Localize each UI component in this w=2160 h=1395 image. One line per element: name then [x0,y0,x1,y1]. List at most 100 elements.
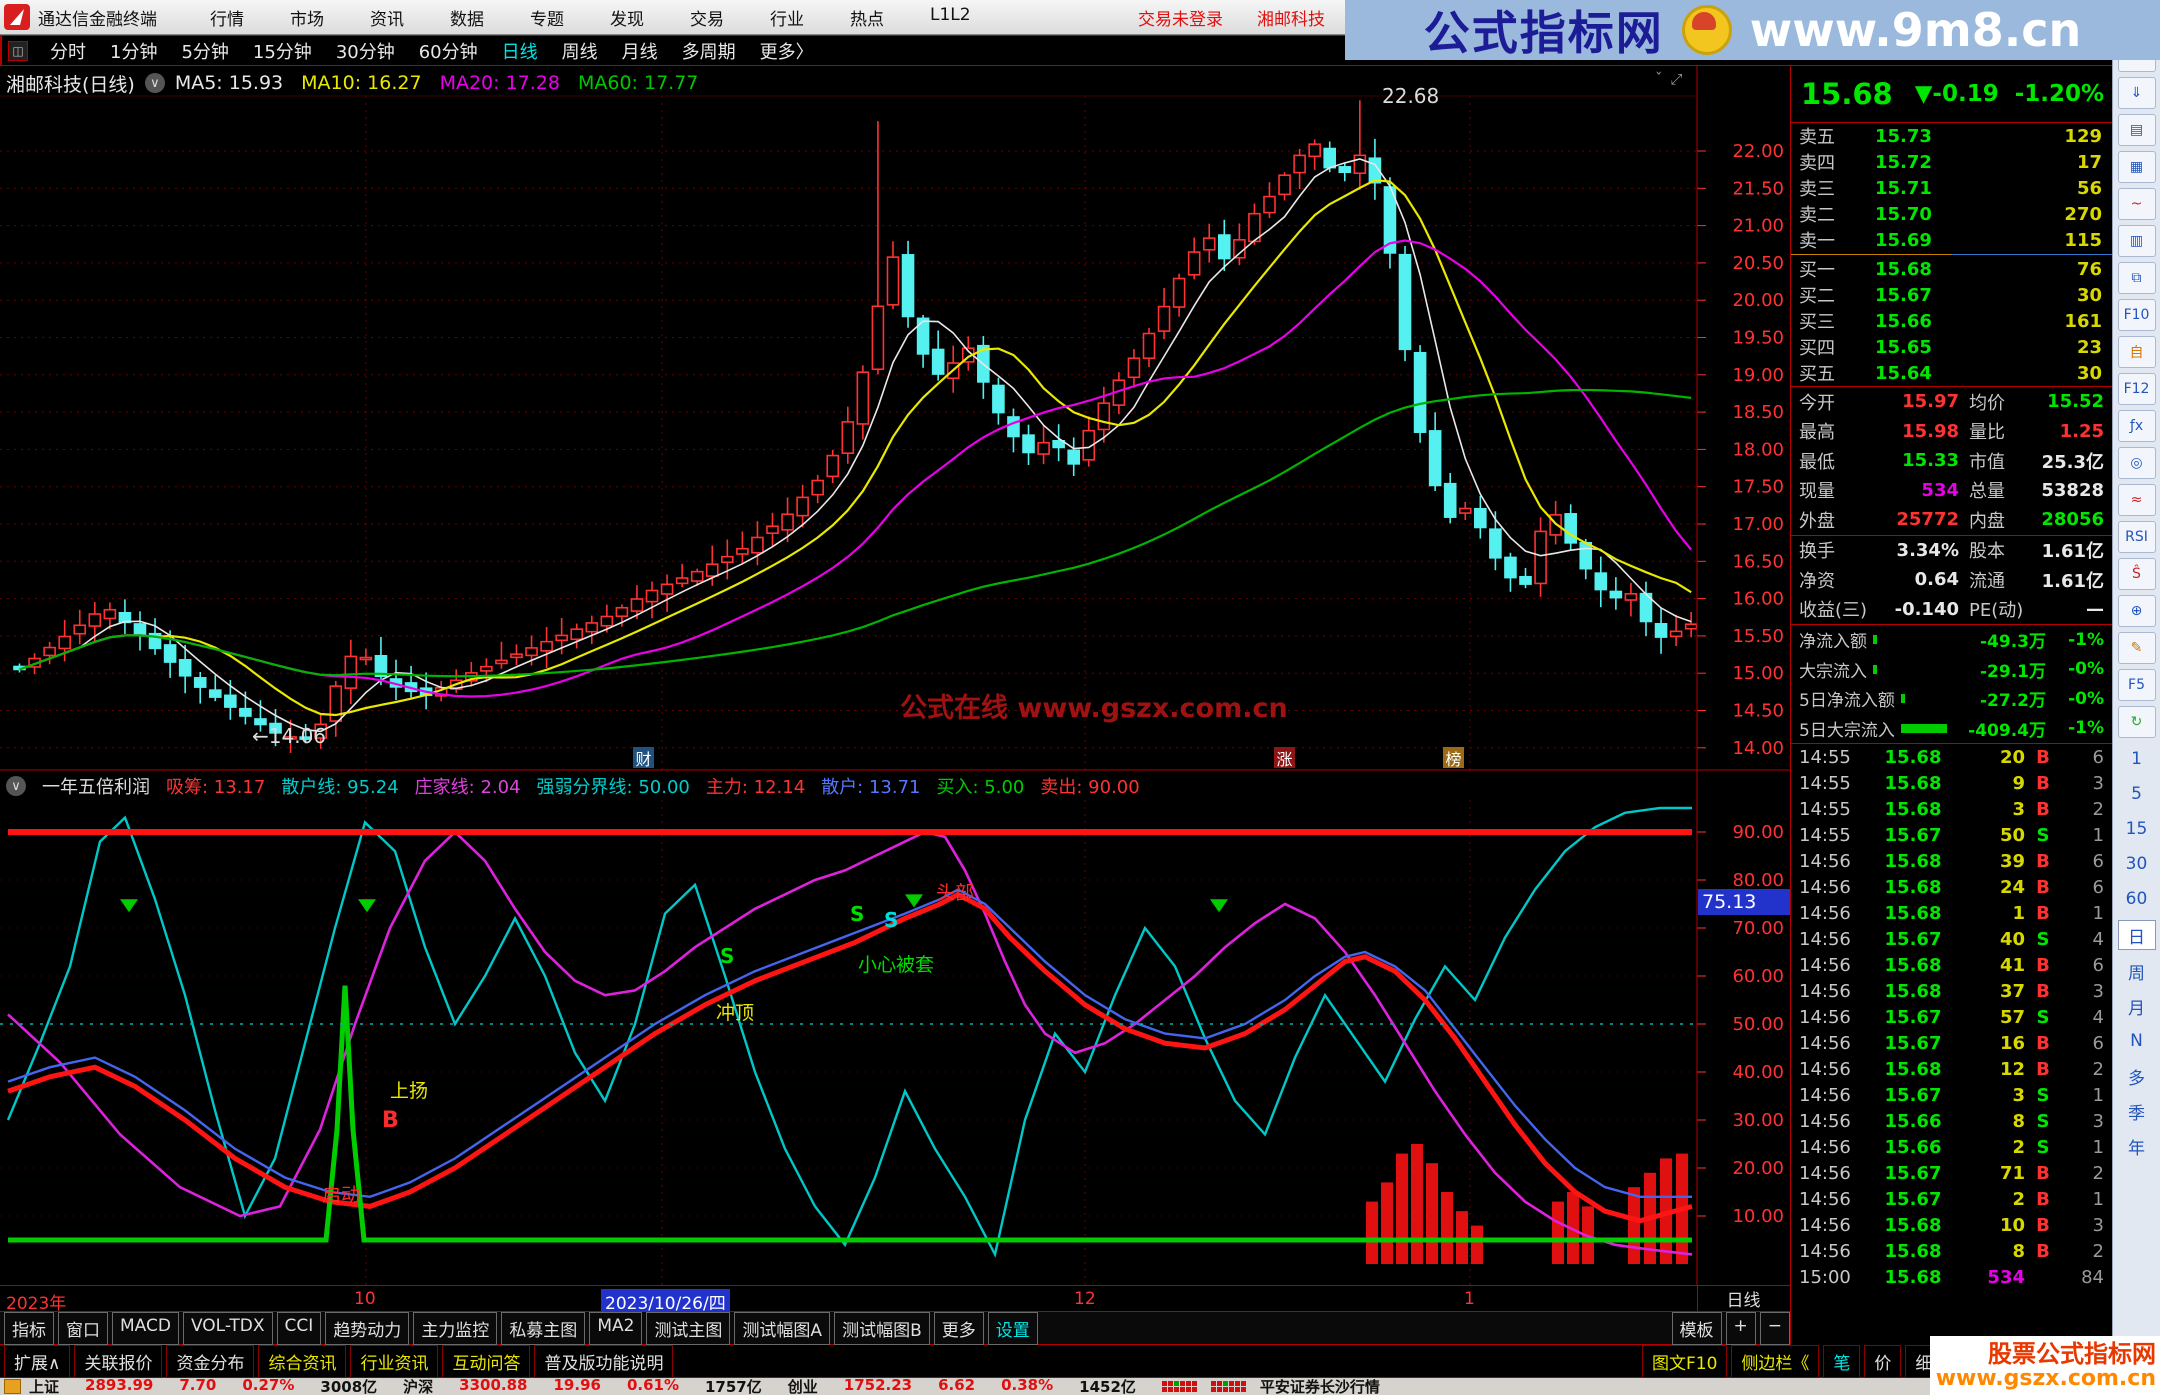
custom-stock-icon[interactable]: 自 [2117,336,2156,368]
bid-row[interactable]: 买一 15.68 76 [1799,258,2102,282]
bottom-价[interactable]: 价 [1864,1344,1902,1378]
bottom-行业资讯[interactable]: 行业资讯 [350,1344,439,1378]
period-日线[interactable]: 日线 [501,41,538,63]
side-period-月[interactable]: 月 [2128,998,2145,1019]
tab-测试幅图B[interactable]: 测试幅图B [834,1311,930,1345]
bottom-关联报价[interactable]: 关联报价 [74,1344,163,1378]
f12-trade-icon[interactable]: F12 [2117,373,2156,405]
menu-item-交易[interactable]: 交易 [690,9,724,30]
menu-item-数据[interactable]: 数据 [450,9,484,30]
period-月线[interactable]: 月线 [621,41,658,63]
tab-MA2[interactable]: MA2 [589,1311,643,1345]
period-15分钟[interactable]: 15分钟 [252,41,312,63]
collapse-chevron-icon[interactable]: ∨ [144,73,165,93]
bottom-扩展∧[interactable]: 扩展∧ [4,1344,71,1378]
wave-icon[interactable]: ≈ [2117,484,2156,516]
tab-VOL-TDX[interactable]: VOL-TDX [182,1311,273,1345]
side-period-日[interactable]: 日 [2117,920,2156,950]
ask-row[interactable]: 卖一 15.69 115 [1799,229,2102,253]
bottom-综合资讯[interactable]: 综合资讯 [258,1344,347,1378]
tab-CCI[interactable]: CCI [276,1311,322,1345]
side-period-1[interactable]: 1 [2131,749,2142,769]
tab-窗口[interactable]: 窗口 [58,1311,108,1345]
side-period-30[interactable]: 30 [2125,854,2148,874]
draw-line-icon[interactable]: ✎ [2117,632,2156,664]
tab-−[interactable]: − [1759,1311,1790,1345]
tab-测试主图[interactable]: 测试主图 [646,1311,731,1345]
period-5分钟[interactable]: 5分钟 [181,41,229,63]
badge-涨[interactable]: 涨 [1274,747,1295,769]
f5-refresh-icon[interactable]: F5 [2117,669,2156,701]
f10-icon[interactable]: F10 [2117,299,2156,331]
period-30分钟[interactable]: 30分钟 [335,41,395,63]
trend-line-icon[interactable]: ~ [2117,188,2156,220]
menu-item-L1L2[interactable]: L1L2 [930,4,971,25]
side-period-季[interactable]: 季 [2128,1103,2145,1124]
side-period-多[interactable]: 多 [2128,1068,2145,1089]
chart-canvas[interactable]: 14.00 14.50 15.00 15.50 16.00 16.50 17.00 17.50… [0,66,1790,1312]
tab-主力监控[interactable]: 主力监控 [413,1311,498,1345]
tab-MACD[interactable]: MACD [112,1311,179,1345]
side-period-N[interactable]: N [2130,1031,2143,1051]
ask-row[interactable]: 卖二 15.70 270 [1799,203,2102,227]
tab-设置[interactable]: 设置 [987,1311,1038,1345]
side-period-周[interactable]: 周 [2128,963,2145,984]
pane-control-icons[interactable]: ˇ ⤢ [1655,70,1683,88]
ask-row[interactable]: 卖五 15.73 129 [1799,125,2102,149]
tab-测试幅图A[interactable]: 测试幅图A [734,1311,831,1345]
bottom-普及版功能说明[interactable]: 普及版功能说明 [534,1344,674,1378]
bid-row[interactable]: 买二 15.67 30 [1799,284,2102,308]
period-更多〉[interactable]: 更多〉 [759,41,814,63]
tab-更多[interactable]: 更多 [933,1311,984,1345]
bottom-互动问答[interactable]: 互动问答 [442,1344,531,1378]
bid-row[interactable]: 买三 15.66 161 [1799,310,2102,334]
menu-item-资讯[interactable]: 资讯 [370,9,404,30]
tab-模板[interactable]: 模板 [1671,1311,1722,1345]
report-icon[interactable]: ▤ [2117,114,2156,146]
menu-item-行业[interactable]: 行业 [770,9,804,30]
menu-item-热点[interactable]: 热点 [850,9,884,30]
bottom-图文F10[interactable]: 图文F10 [1642,1344,1728,1378]
radar-icon[interactable]: ◎ [2117,447,2156,479]
period-多周期[interactable]: 多周期 [681,41,736,63]
kline-icon[interactable]: ▥ [2117,225,2156,257]
bid-row[interactable]: 买五 15.64 30 [1799,362,2102,386]
tab-+[interactable]: + [1725,1311,1756,1345]
period-1分钟[interactable]: 1分钟 [110,41,158,63]
formula-icon[interactable]: ƒx [2117,410,2156,442]
period-周线[interactable]: 周线 [561,41,598,63]
period-60分钟[interactable]: 60分钟 [418,41,478,63]
chart-mode-icon[interactable]: ◫ [8,40,28,61]
bottom-笔[interactable]: 笔 [1823,1344,1861,1378]
index-沪深[interactable]: 沪深 3300.88 19.96 0.61% 1757亿 [403,1376,762,1395]
signal-icon[interactable]: Ŝ [2117,558,2156,590]
trade-login-status[interactable]: 交易未登录 [1138,9,1223,30]
menu-item-专题[interactable]: 专题 [530,9,564,30]
badge-榜[interactable]: 榜 [1443,747,1464,769]
bottom-侧边栏《[interactable]: 侧边栏《 [1731,1344,1820,1378]
index-上证[interactable]: 上证 2893.99 7.70 0.27% 3008亿 [29,1376,378,1395]
multi-window-icon[interactable]: ⧉ [2117,262,2156,294]
jump-bottom-icon[interactable]: ⇓ [2117,77,2156,109]
ask-row[interactable]: 卖三 15.71 56 [1799,177,2102,201]
side-period-年[interactable]: 年 [2128,1138,2145,1159]
bid-row[interactable]: 买四 15.65 23 [1799,336,2102,360]
side-period-15[interactable]: 15 [2125,819,2148,839]
tab-指标[interactable]: 指标 [4,1311,54,1345]
menu-item-市场[interactable]: 市场 [290,9,324,30]
bottom-资金分布[interactable]: 资金分布 [166,1344,255,1378]
index-创业[interactable]: 创业 1752.23 6.62 0.38% 1452亿 [787,1376,1136,1395]
menu-item-行情[interactable]: 行情 [210,9,244,30]
menu-item-发现[interactable]: 发现 [610,9,644,30]
refresh-icon[interactable]: ↻ [2117,706,2156,738]
app-logo-icon[interactable] [4,4,30,30]
tab-私募主图[interactable]: 私募主图 [501,1311,586,1345]
move-icon[interactable]: ⊕ [2117,595,2156,627]
side-period-5[interactable]: 5 [2131,784,2142,804]
rsi-icon[interactable]: RSI [2117,521,2156,553]
tab-趋势动力[interactable]: 趋势动力 [325,1311,410,1345]
period-分时[interactable]: 分时 [50,41,86,63]
ask-row[interactable]: 卖四 15.72 17 [1799,151,2102,175]
collapse-chevron-icon[interactable]: ∨ [6,776,26,796]
badge-财[interactable]: 财 [633,747,654,769]
